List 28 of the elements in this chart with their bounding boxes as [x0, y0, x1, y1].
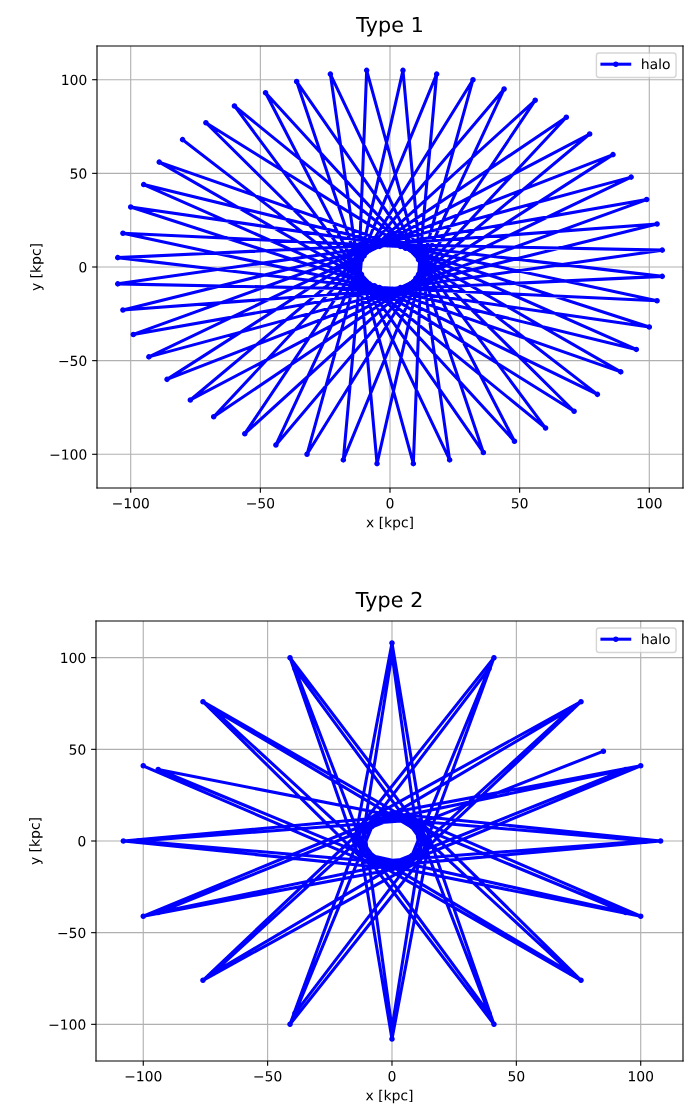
x-tick-label: −50 [247, 497, 275, 509]
x-tick-label: 50 [511, 497, 528, 509]
y-tick-label: −100 [49, 1019, 86, 1030]
y-tick-label: 100 [62, 74, 87, 86]
y-axis-title: y [kpc] [29, 818, 43, 865]
x-tick-label: 0 [386, 497, 394, 509]
x-axis-title: x [kpc] [365, 1089, 413, 1104]
chart-title: Type 2 [355, 591, 422, 612]
x-tick-label: −50 [254, 1070, 282, 1082]
x-tick-label: 50 [508, 1070, 525, 1082]
y-tick-label: 0 [78, 835, 86, 847]
x-tick-label: 100 [628, 1070, 654, 1082]
y-tick-label: −50 [58, 927, 86, 939]
y-tick-label: 0 [79, 261, 87, 273]
x-tick-label: 100 [637, 497, 662, 509]
y-tick-label: 50 [70, 168, 87, 179]
y-tick-label: 50 [69, 744, 86, 755]
legend-label: halo [642, 633, 670, 645]
x-tick-label: −100 [113, 497, 149, 509]
legend-label: halo [642, 58, 670, 70]
y-tick-label: 100 [61, 652, 86, 664]
y-tick-label: −100 [50, 449, 87, 460]
chart-title: Type 1 [356, 16, 422, 37]
x-tick-label: −100 [125, 1070, 162, 1082]
x-tick-label: 0 [388, 1070, 396, 1082]
y-tick-label: −50 [59, 355, 87, 367]
y-axis-title: y [kpc] [30, 244, 44, 291]
x-axis-title: x [kpc] [366, 516, 413, 531]
